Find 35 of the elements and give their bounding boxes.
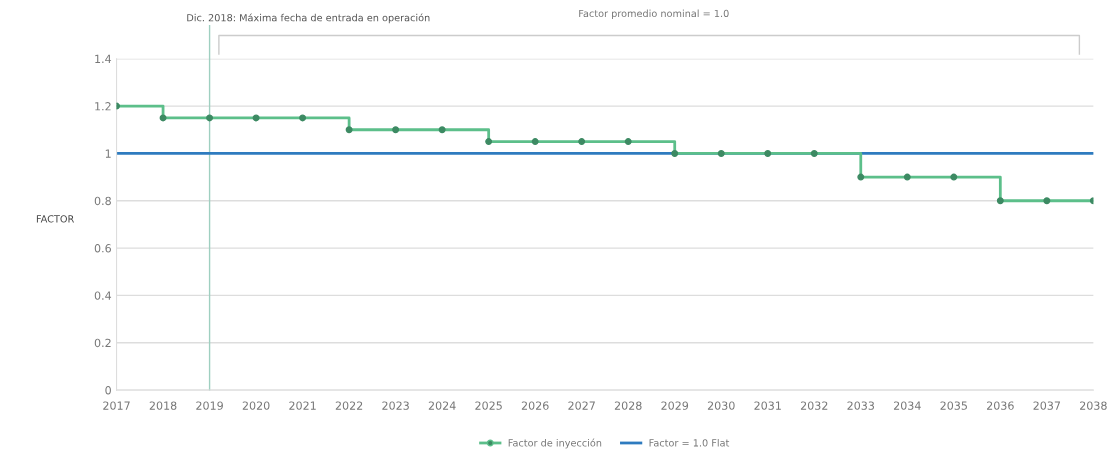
y-tick-label: 1 bbox=[105, 149, 111, 158]
y-tick-label: 0.6 bbox=[94, 244, 111, 253]
y-axis-title: FACTOR bbox=[36, 215, 75, 223]
x-tick-label: 2023 bbox=[382, 401, 409, 410]
y-tick-label: 1.4 bbox=[95, 54, 112, 63]
x-tick-label: 2017 bbox=[103, 401, 130, 410]
x-tick-label: 2038 bbox=[1080, 401, 1107, 410]
x-tick-label: 2025 bbox=[475, 401, 502, 410]
x-tick-label: 2029 bbox=[661, 401, 689, 410]
x-tick-label: 2030 bbox=[707, 401, 735, 410]
y-tick-label: 0.4 bbox=[94, 291, 112, 300]
x-tick-label: 2035 bbox=[940, 401, 967, 410]
x-tick-label: 2024 bbox=[428, 401, 456, 410]
legend-label: Factor = 1.0 Flat bbox=[649, 439, 730, 447]
text: Factor promedio nominal = 1.0 bbox=[579, 9, 729, 19]
x-tick-label: 2031 bbox=[754, 401, 781, 410]
x-tick-label: 2037 bbox=[1033, 401, 1061, 410]
x-tick-label: 2019 bbox=[196, 401, 223, 410]
legend-label: Factor de inyección bbox=[508, 438, 602, 449]
x-tick-label: 2034 bbox=[893, 401, 921, 410]
y-tick-label: 1.2 bbox=[95, 102, 111, 111]
x-tick-label: 2020 bbox=[242, 401, 270, 410]
x-tick-label: 2018 bbox=[149, 401, 177, 410]
ref-line-label: Dic. 2018: Máxima fecha de entrada en operación bbox=[187, 13, 430, 24]
x-tick-label: 2027 bbox=[568, 401, 595, 410]
x-tick-label: 2026 bbox=[521, 401, 549, 410]
x-tick-label: 2028 bbox=[614, 401, 642, 410]
x-tick-label: 2022 bbox=[335, 401, 363, 410]
x-tick-label: 2032 bbox=[800, 401, 828, 410]
y-tick-label: 0.2 bbox=[94, 338, 111, 348]
x-tick-label: 2021 bbox=[289, 401, 316, 410]
x-tick-label: 2036 bbox=[987, 401, 1014, 410]
x-tick-label: 2033 bbox=[847, 401, 875, 410]
y-tick-label: 0 bbox=[105, 386, 111, 395]
y-tick-label: 0.8 bbox=[94, 196, 111, 206]
